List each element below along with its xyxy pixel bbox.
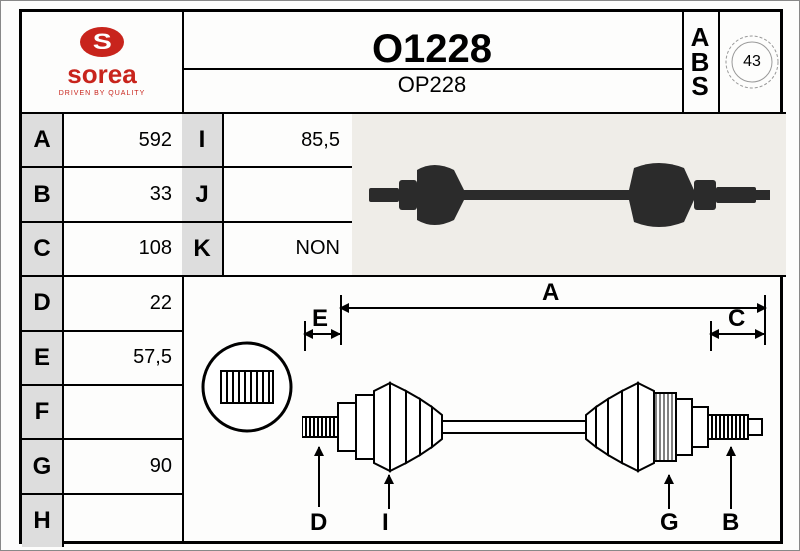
callout-arrow	[318, 447, 320, 507]
param-value-E: 57,5	[62, 330, 182, 384]
param-value-G: 90	[62, 438, 182, 492]
brand-tagline: DRIVEN BY QUALITY	[59, 90, 146, 97]
driveshaft-photo-icon	[364, 140, 774, 250]
param-value-K: NON	[222, 221, 352, 275]
dim-line-E	[304, 333, 340, 335]
callout-arrow	[668, 475, 670, 509]
spline-inset-icon	[197, 337, 297, 437]
callout-I: I	[382, 509, 389, 537]
param-value-D: 22	[62, 275, 182, 329]
abs-teeth-value: 43	[724, 34, 780, 90]
part-number-box: O1228 OP228	[182, 12, 682, 112]
brand-name: sorea	[67, 59, 136, 90]
dim-line-A	[340, 307, 766, 309]
param-letter-A: A	[22, 112, 62, 166]
param-value-I: 85,5	[222, 112, 352, 166]
param-letter-C: C	[22, 221, 62, 275]
param-value-J	[222, 166, 352, 220]
callout-arrow	[388, 475, 390, 509]
abs-teeth-box: 43	[718, 12, 786, 112]
param-letter-E: E	[22, 330, 62, 384]
abs-label: A B S	[682, 12, 718, 112]
callout-B: B	[722, 509, 739, 537]
param-value-B: 33	[62, 166, 182, 220]
callout-G: G	[660, 509, 679, 537]
param-letter-I: I	[182, 112, 222, 166]
abs-S: S	[691, 74, 708, 99]
callout-D: D	[310, 509, 327, 537]
param-letter-G: G	[22, 438, 62, 492]
param-value-C: 108	[62, 221, 182, 275]
param-letter-B: B	[22, 166, 62, 220]
part-number-sub: OP228	[398, 72, 467, 98]
dim-label-E: E	[312, 305, 328, 333]
dim-line-C	[710, 333, 764, 335]
param-value-A: 592	[62, 112, 182, 166]
param-letter-D: D	[22, 275, 62, 329]
outer-frame: S sorea DRIVEN BY QUALITY O1228 OP228 A …	[19, 9, 783, 544]
dim-label-A: A	[542, 279, 559, 307]
gear-icon: 43	[724, 34, 780, 90]
param-value-F	[62, 384, 182, 438]
param-letter-J: J	[182, 166, 222, 220]
spec-sheet: S sorea DRIVEN BY QUALITY O1228 OP228 A …	[0, 0, 800, 551]
part-photo	[352, 112, 786, 275]
brand-logo: S sorea DRIVEN BY QUALITY	[22, 12, 182, 112]
param-letter-K: K	[182, 221, 222, 275]
param-letter-H: H	[22, 493, 62, 547]
param-value-H	[62, 493, 182, 547]
part-number-main: O1228	[372, 27, 492, 72]
param-letter-F: F	[22, 384, 62, 438]
dim-label-C: C	[728, 305, 745, 333]
driveshaft-drawing-icon	[302, 347, 772, 507]
dimension-diagram: A E C D I G B	[182, 275, 786, 547]
abs-A: A	[691, 25, 710, 50]
callout-arrow	[730, 447, 732, 509]
brand-icon: S	[80, 27, 124, 57]
